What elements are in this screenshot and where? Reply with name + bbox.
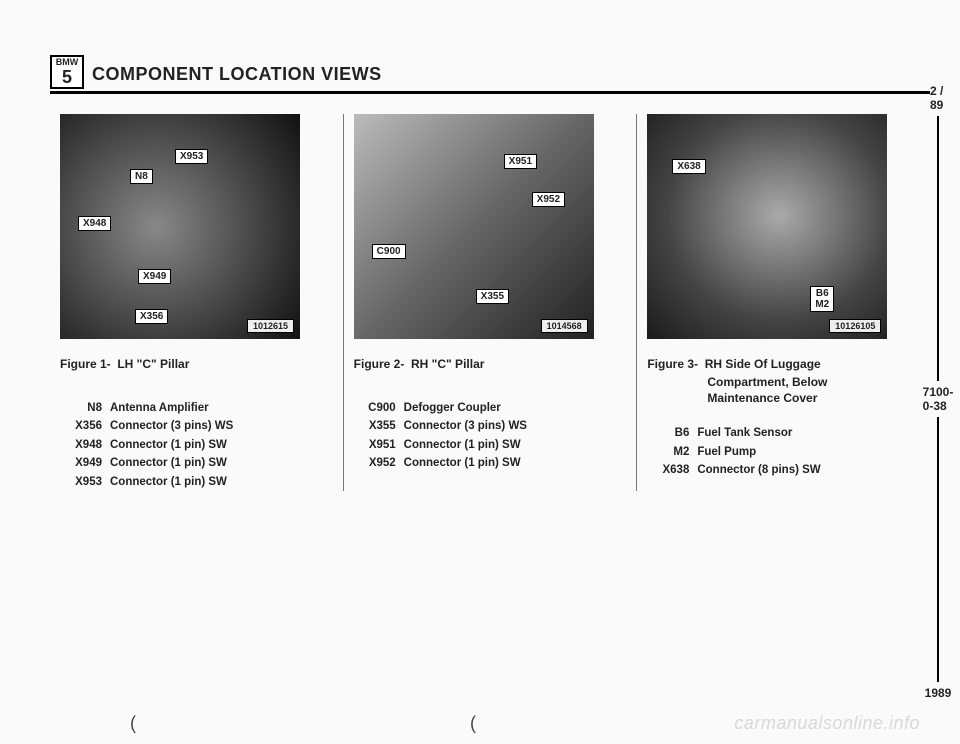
side-top: 2 / 89: [930, 80, 946, 116]
legend-val: Defogger Coupler: [404, 399, 501, 417]
legend-val: Antenna Amplifier: [110, 399, 209, 417]
legend-key: X953: [60, 473, 102, 491]
badge-top: BMW: [56, 58, 79, 67]
legend-val: Connector (1 pin) SW: [110, 436, 227, 454]
legend-val: Connector (1 pin) SW: [404, 436, 521, 454]
legend-key: X356: [60, 417, 102, 435]
caption-lead: Figure 1-: [60, 357, 111, 371]
paren-mark: (: [470, 713, 476, 734]
callout-n8: N8: [130, 169, 153, 184]
side-mid: 7100-0-38: [923, 381, 954, 417]
figure-3-legend: B6 Fuel Tank Sensor M2 Fuel Pump X638 Conne…: [647, 424, 920, 479]
legend-key: X948: [60, 436, 102, 454]
page-title: COMPONENT LOCATION VIEWS: [92, 64, 382, 89]
side-bottom: 1989: [925, 682, 952, 704]
figure-2-id: 1014568: [541, 319, 588, 333]
figure-2-caption: Figure 2- RH "C" Pillar: [354, 357, 627, 371]
callout-x951: X951: [504, 154, 537, 169]
legend-val: Fuel Pump: [697, 443, 756, 461]
figure-1-image: X953 N8 X948 X949 X356 1012615: [60, 114, 300, 339]
legend-val: Connector (3 pins) WS: [110, 417, 233, 435]
figure-3-id: 10126105: [829, 319, 881, 333]
legend-val: Connector (1 pin) SW: [110, 473, 227, 491]
figure-2-image: X951 X952 C900 X355 1014568: [354, 114, 594, 339]
caption-lead: Figure 3-: [647, 357, 698, 371]
legend-key: X638: [647, 461, 689, 479]
content-columns: X953 N8 X948 X949 X356 1012615 Figure 1-…: [50, 114, 930, 491]
column-2: X951 X952 C900 X355 1014568 Figure 2- RH…: [343, 114, 637, 491]
legend-key: X951: [354, 436, 396, 454]
caption-lead: Figure 2-: [354, 357, 405, 371]
callout-x355: X355: [476, 289, 509, 304]
badge-bottom: 5: [62, 68, 72, 86]
legend-key: C900: [354, 399, 396, 417]
figure-3-caption: Figure 3- RH Side Of Luggage: [647, 357, 920, 371]
ruler-line: [937, 116, 939, 381]
callout-x952: X952: [532, 192, 565, 207]
paren-mark: (: [130, 713, 136, 734]
figure-1-legend: N8 Antenna Amplifier X356 Connector (3 pin…: [60, 399, 333, 491]
callout-c900: C900: [372, 244, 406, 259]
figure-3-image: X638 B6M2 10126105: [647, 114, 887, 339]
legend-key: M2: [647, 443, 689, 461]
figure-2-legend: C900 Defogger Coupler X355 Connector (3 pi…: [354, 399, 627, 473]
callout-x638: X638: [672, 159, 705, 174]
legend-val: Connector (1 pin) SW: [110, 454, 227, 472]
column-3: X638 B6M2 10126105 Figure 3- RH Side Of …: [636, 114, 930, 491]
ruler-line: [937, 417, 939, 682]
callout-x949: X949: [138, 269, 171, 284]
caption-sub: Compartment, Below: [707, 375, 920, 391]
caption-text: LH "C" Pillar: [117, 357, 189, 371]
brand-badge: BMW 5: [50, 55, 84, 89]
callout-x953: X953: [175, 149, 208, 164]
watermark: carmanualsonline.info: [734, 713, 920, 734]
legend-key: N8: [60, 399, 102, 417]
figure-1-caption: Figure 1- LH "C" Pillar: [60, 357, 333, 371]
legend-val: Connector (8 pins) SW: [697, 461, 820, 479]
figure-1-id: 1012615: [247, 319, 294, 333]
legend-key: X949: [60, 454, 102, 472]
caption-text: RH "C" Pillar: [411, 357, 484, 371]
column-1: X953 N8 X948 X949 X356 1012615 Figure 1-…: [50, 114, 343, 491]
side-ruler: 2 / 89 7100-0-38 1989: [930, 80, 946, 704]
callout-x948: X948: [78, 216, 111, 231]
callout-x356: X356: [135, 309, 168, 324]
legend-val: Connector (3 pins) WS: [404, 417, 527, 435]
legend-val: Connector (1 pin) SW: [404, 454, 521, 472]
legend-key: X952: [354, 454, 396, 472]
callout-b6m2: B6M2: [810, 286, 834, 312]
page-header: BMW 5 COMPONENT LOCATION VIEWS: [50, 55, 930, 94]
caption-sub: Maintenance Cover: [707, 391, 920, 407]
legend-key: X355: [354, 417, 396, 435]
legend-key: B6: [647, 424, 689, 442]
legend-val: Fuel Tank Sensor: [697, 424, 792, 442]
caption-text: RH Side Of Luggage: [705, 357, 821, 371]
